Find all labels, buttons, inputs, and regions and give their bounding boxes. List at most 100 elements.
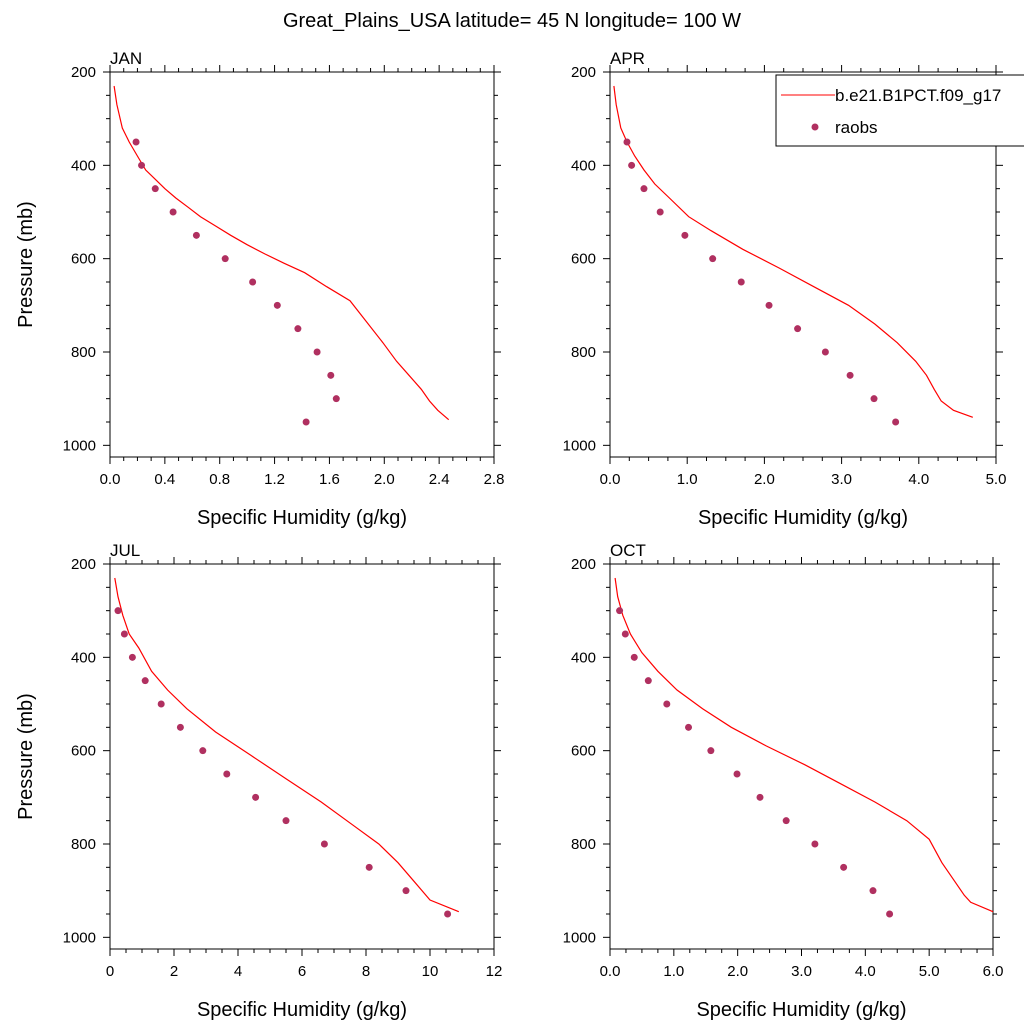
x-tick-label: 10 [422, 963, 439, 980]
raobs-point [365, 863, 373, 871]
x-tick-label: 3.0 [831, 471, 852, 488]
y-tick-label: 200 [571, 64, 596, 81]
y-tick-label: 1000 [63, 437, 96, 454]
model-line [114, 577, 460, 913]
raobs-point [644, 677, 652, 685]
raobs-point [151, 185, 159, 193]
raobs-point [132, 138, 140, 146]
raobs-point [294, 325, 302, 333]
x-tick-label: 2.8 [484, 471, 505, 488]
raobs-point [223, 770, 231, 778]
y-tick-label: 800 [571, 836, 596, 853]
raobs-point [252, 793, 260, 801]
raobs-point [273, 301, 281, 309]
panel-label: JUL [110, 541, 140, 560]
raobs-point [756, 793, 764, 801]
raobs-point [313, 348, 321, 356]
raobs-point [402, 887, 410, 895]
raobs-point [733, 770, 741, 778]
y-tick-label: 400 [571, 157, 596, 174]
x-tick-label: 2.4 [429, 471, 450, 488]
raobs-point [709, 255, 717, 263]
raobs-point [176, 723, 184, 731]
x-axis-title: Specific Humidity (g/kg) [197, 999, 407, 1021]
raobs-point [707, 747, 715, 755]
raobs-point [886, 910, 894, 918]
x-tick-label: 3.0 [791, 963, 812, 980]
y-tick-label: 800 [71, 344, 96, 361]
x-tick-label: 4 [234, 963, 242, 980]
x-tick-label: 5.0 [986, 471, 1007, 488]
raobs-point [221, 255, 229, 263]
raobs-point [869, 887, 877, 895]
panel-label: OCT [610, 541, 646, 560]
raobs-point [141, 677, 149, 685]
x-axis-title: Specific Humidity (g/kg) [698, 507, 908, 529]
y-tick-label: 1000 [563, 437, 596, 454]
raobs-point [663, 700, 671, 708]
model-line [613, 85, 974, 418]
panel-oct: OCT 0.0 1.0 2.0 3.0 4.0 5.0 6.0 200 400 600 800 1000… [563, 541, 1004, 1021]
model-line [113, 85, 450, 421]
legend-label-raobs: raobs [835, 118, 878, 137]
x-tick-label: 6.0 [983, 963, 1004, 980]
raobs-point [892, 418, 900, 426]
x-tick-label: 0.4 [154, 471, 175, 488]
y-tick-label: 600 [571, 743, 596, 760]
raobs-point [870, 395, 878, 403]
x-axis-title: Specific Humidity (g/kg) [696, 999, 906, 1021]
y-tick-label: 600 [71, 251, 96, 268]
raobs-point [628, 161, 636, 169]
x-tick-label: 12 [486, 963, 503, 980]
x-tick-label: 2.0 [727, 963, 748, 980]
raobs-point [114, 607, 122, 615]
raobs-point [616, 607, 624, 615]
raobs-point [128, 653, 136, 661]
y-tick-label: 400 [571, 649, 596, 666]
raobs-point [737, 278, 745, 286]
x-tick-label: 2.0 [374, 471, 395, 488]
plot-frame [109, 563, 495, 950]
x-tick-label: 6 [298, 963, 306, 980]
raobs-point [120, 630, 128, 638]
raobs-point [169, 208, 177, 216]
y-tick-label: 1000 [63, 929, 96, 946]
x-tick-label: 0.0 [600, 963, 621, 980]
raobs-point [199, 747, 207, 755]
raobs-point [681, 231, 689, 239]
panel-jan: JAN 0.0 0.4 0.8 1.2 1.6 2.0 2.4 2.8 200 400 600 800 1… [15, 49, 504, 529]
x-tick-label: 4.0 [855, 963, 876, 980]
y-tick-label: 800 [71, 836, 96, 853]
x-tick-label: 5.0 [919, 963, 940, 980]
x-tick-label: 0.8 [209, 471, 230, 488]
raobs-point [794, 325, 802, 333]
x-axis-title: Specific Humidity (g/kg) [197, 507, 407, 529]
y-axis-title: Pressure (mb) [15, 201, 37, 328]
panel-jul: JUL 0 2 4 6 8 10 12 200 400 600 800 1000 Specific Hum… [15, 541, 502, 1021]
legend: b.e21.B1PCT.f09_g17 raobs [775, 74, 1024, 147]
raobs-point [782, 817, 790, 825]
x-tick-label: 0 [106, 963, 114, 980]
y-tick-label: 400 [71, 157, 96, 174]
raobs-point [811, 840, 819, 848]
x-tick-label: 1.2 [264, 471, 285, 488]
panel-label: APR [610, 49, 645, 68]
y-tick-label: 800 [571, 344, 596, 361]
raobs-point [320, 840, 328, 848]
raobs-point [640, 185, 648, 193]
raobs-point [765, 301, 773, 309]
x-tick-label: 4.0 [908, 471, 929, 488]
y-tick-label: 400 [71, 649, 96, 666]
raobs-point [821, 348, 829, 356]
x-tick-label: 1.6 [319, 471, 340, 488]
legend-box [775, 74, 1024, 147]
panel-apr: APR 0.0 1.0 2.0 3.0 4.0 5.0 200 400 600 800 1000 Spe… [563, 49, 1007, 529]
raobs-point [192, 231, 200, 239]
x-tick-label: 2 [170, 963, 178, 980]
raobs-point [630, 653, 638, 661]
model-line [614, 577, 994, 913]
y-tick-label: 600 [571, 251, 596, 268]
x-tick-label: 0.0 [600, 471, 621, 488]
raobs-point [302, 418, 310, 426]
